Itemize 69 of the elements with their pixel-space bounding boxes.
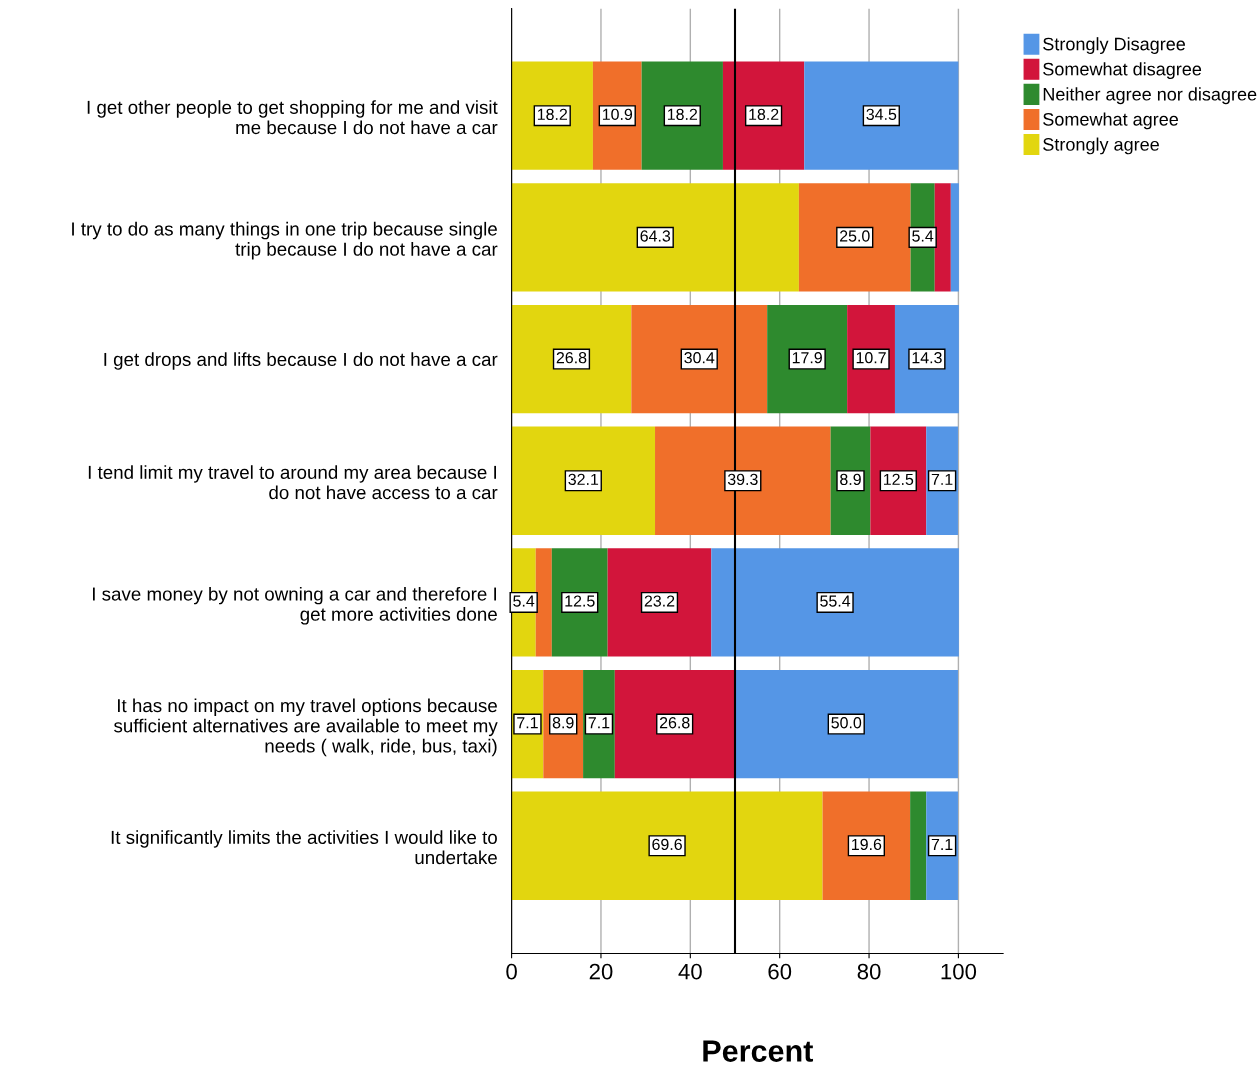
bar [934,183,951,292]
y-tick-label: I tend limit my travel to around my area because I do not have access to a car [88,465,498,500]
bar [535,548,552,657]
data-label: 8.9 [840,473,861,486]
data-label: 7.1 [931,838,953,850]
x-tick-label: 40 [678,963,702,980]
legend-label: Strongly agree [1043,137,1159,155]
y-tick-label: It has no impact on my travel options because sufficient alternatives are available to meet my needs ( walk, ride, bus, taxi) [114,698,498,757]
bar [734,669,958,779]
data-label: 50.0 [831,717,862,729]
bar [511,304,632,414]
y-tick-label: I get other people to get shopping for me and visit me because I do not have a car [87,100,498,135]
data-label: 26.8 [659,717,690,729]
data-label: 18.2 [667,108,698,121]
data-label: 18.2 [749,108,779,121]
data-label: 18.2 [537,108,567,121]
bar [511,426,656,535]
bar [511,791,823,900]
legend-label: Somewhat agree [1043,112,1179,130]
data-label: 17.9 [792,352,822,364]
data-label: 10.7 [856,352,886,364]
data-label: 12.5 [565,595,595,607]
x-tick-label: 20 [589,963,613,980]
data-label: 5.4 [513,595,535,607]
data-label: 7.1 [931,473,953,485]
x-tick-label: 80 [857,963,881,980]
bar [614,669,735,779]
legend-label: Neither agree nor disagree [1043,87,1257,105]
bar [798,183,911,292]
bar [641,61,723,170]
data-label: 69.6 [652,838,682,851]
x-tick-label: 100 [941,963,977,980]
data-label: 14.3 [912,352,942,364]
data-label: 34.5 [866,108,897,121]
bar [767,304,848,414]
data-label: 10.9 [602,108,633,121]
data-label: 23.2 [644,595,675,607]
bar [804,61,959,170]
bar [711,548,959,657]
legend-label: Strongly Disagree [1043,37,1186,54]
data-label: 25.0 [840,230,870,242]
data-label: 39.3 [727,473,758,486]
data-label: 8.9 [552,717,574,729]
bar [950,183,959,292]
data-label: 55.4 [820,595,851,607]
bar [822,791,911,900]
bar [631,304,768,414]
bar [607,548,712,657]
data-label: 12.5 [883,473,914,486]
data-label: 19.6 [852,838,882,851]
bar [910,791,927,900]
data-label: 30.4 [684,352,715,364]
bar [511,183,799,292]
bar [655,426,831,535]
data-label: 7.1 [517,717,538,729]
x-tick-label: 0 [506,963,517,980]
x-axis-title: Percent [703,1040,814,1062]
y-tick-label: It significantly limits the activities I would like to undertake [111,830,497,865]
legend-label: Somewhat disagree [1043,62,1202,80]
bar [511,61,593,170]
data-label: 7.1 [588,717,610,729]
y-tick-label: I get drops and lifts because I do not have a car [104,352,498,370]
x-tick-label: 60 [768,963,792,980]
data-label: 26.8 [556,352,587,364]
y-tick-label: I try to do as many things in one trip because single trip because I do not have a car [72,221,498,260]
data-label: 5.4 [912,230,934,242]
data-label: 32.1 [568,473,599,486]
data-label: 64.3 [640,230,671,242]
y-tick-label: I save money by not owning a car and therefore I get more activities done [92,586,497,625]
